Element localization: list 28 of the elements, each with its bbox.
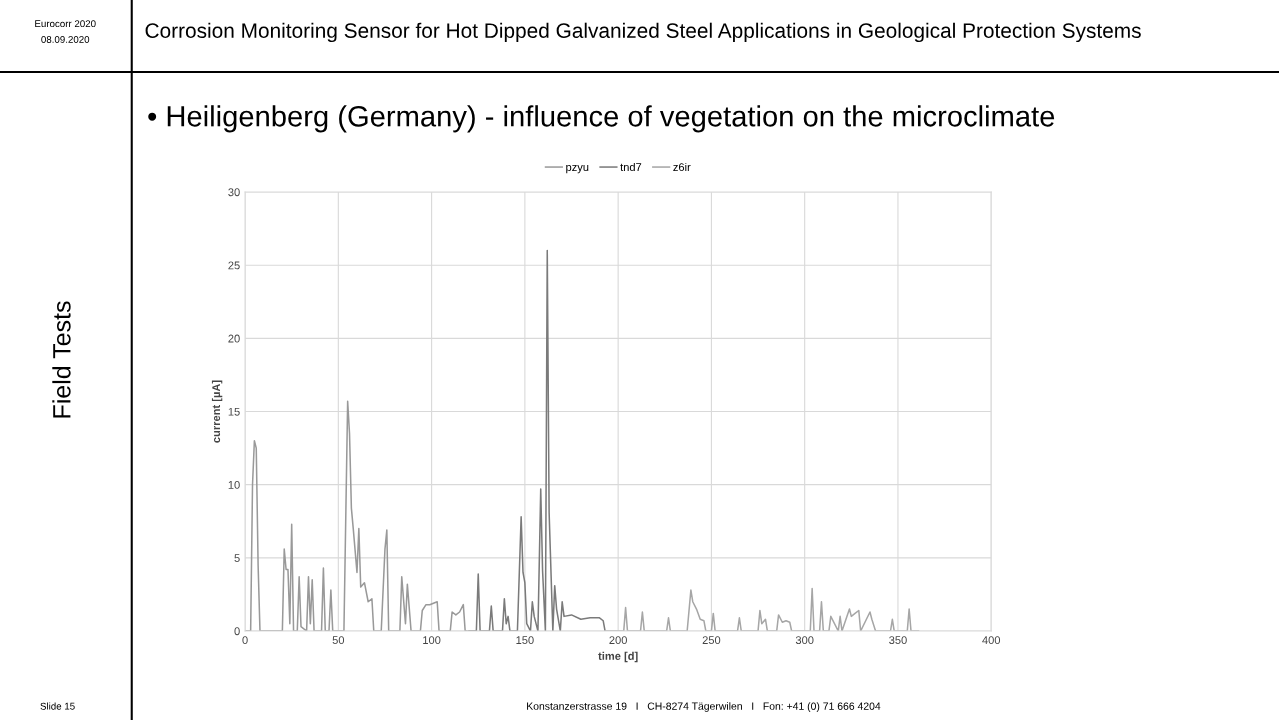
x-tick-label: 400 [982, 636, 1001, 645]
y-tick-label: 20 [228, 334, 240, 343]
x-tick-label: 0 [242, 636, 248, 645]
y-tick-label: 10 [228, 480, 240, 489]
text: 08.09.2020 [41, 36, 90, 43]
y-tick-label: 15 [228, 407, 240, 416]
x-tick-label: 250 [702, 636, 721, 645]
x-tick-label: 100 [423, 636, 441, 645]
x-tick-label: 50 [332, 636, 345, 645]
legend-label: pzyu [566, 164, 589, 174]
y-tick-label: 30 [228, 188, 240, 197]
y-axis-title: current [µA] [211, 380, 223, 443]
text: Eurocorr 2020 [35, 20, 96, 28]
x-tick-label: 200 [609, 636, 627, 645]
x-tick-label: 300 [795, 636, 814, 645]
y-tick-label: 5 [234, 554, 240, 562]
x-axis-title: time [d] [598, 651, 638, 663]
text: Slide 15 [40, 702, 75, 710]
text: Konstanzerstrasse 19 I CH-8274 Tägerwilen I Fon: +41 (0) 71 666 4204 [527, 702, 881, 712]
y-tick-label: 25 [228, 261, 240, 270]
x-tick-label: 350 [889, 636, 907, 645]
chart-title: Corrosion Monitoring Sensor for Hot Dipped Galvanized Steel Applications in Geological Protection Systems [145, 22, 1141, 43]
y-tick-label: 0 [234, 627, 240, 636]
legend-label: z6ir [673, 162, 691, 172]
text: Field Tests [52, 301, 71, 418]
x-tick-label: 150 [516, 636, 534, 645]
chart-subtitle: • Heiligenberg (Germany) - influence of vegetation on the microclimate [148, 105, 1055, 133]
legend-label: tnd7 [620, 162, 642, 172]
